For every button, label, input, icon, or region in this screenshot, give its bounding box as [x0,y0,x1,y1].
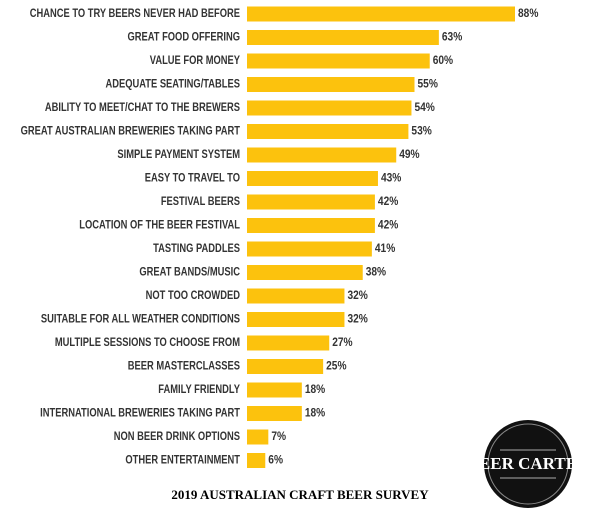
category-label: ADEQUATE SEATING/TABLES [105,78,240,91]
logo-circle [484,420,572,508]
logo-badge: BEER CARTEL [468,420,589,508]
value-label: 7% [271,430,286,443]
category-label: GREAT FOOD OFFERING [127,31,240,44]
bar [247,382,302,398]
value-label: 42% [378,219,398,232]
category-label: SIMPLE PAYMENT SYSTEM [117,148,240,161]
bar [247,77,415,92]
category-label: SUITABLE FOR ALL WEATHER CONDITIONS [41,313,240,326]
bar [247,171,378,186]
logo-ring [487,423,569,505]
logo-text: BEER CARTEL [468,454,589,473]
category-label: FESTIVAL BEERS [161,195,240,208]
bar [247,147,397,163]
value-label: 25% [326,360,346,373]
category-label: ABILITY TO MEET/CHAT TO THE BREWERS [45,101,240,114]
bar [247,265,363,280]
category-label: VALUE FOR MONEY [150,54,240,67]
value-label: 42% [378,195,398,208]
bar [247,6,515,22]
category-label: BEER MASTERCLASSES [128,360,240,373]
value-label: 43% [381,172,401,185]
category-label: NOT TOO CROWDED [146,289,241,302]
value-label: 32% [347,313,367,326]
value-label: 63% [442,31,462,44]
value-label: 49% [399,148,419,161]
bar [247,124,409,139]
bar [247,335,330,351]
bar [247,100,412,116]
value-label: 27% [332,336,352,349]
value-label: 53% [411,125,431,138]
value-label: 55% [418,78,438,91]
bar [247,359,324,374]
value-label: 18% [305,407,325,420]
category-label: CHANCE TO TRY BEERS NEVER HAD BEFORE [30,7,240,20]
chart-title: 2019 AUSTRALIAN CRAFT BEER SURVEY [171,487,429,502]
category-label: LOCATION OF THE BEER FESTIVAL [79,219,240,232]
bar [247,53,430,69]
category-label: MULTIPLE SESSIONS TO CHOOSE FROM [55,336,240,349]
bar [247,406,302,421]
value-label: 32% [347,289,367,302]
value-label: 41% [375,242,395,255]
bar [247,429,269,445]
category-label: FAMILY FRIENDLY [158,383,240,396]
category-label: OTHER ENTERTAINMENT [125,454,240,467]
category-label: EASY TO TRAVEL TO [145,172,240,185]
category-label: TASTING PADDLES [153,242,240,255]
bar [247,30,439,45]
value-label: 60% [433,54,453,67]
bar [247,312,345,327]
category-label: GREAT BANDS/MUSIC [139,266,240,279]
value-label: 54% [414,101,434,114]
bar [247,218,375,233]
bar [247,241,372,257]
value-label: 88% [518,7,538,20]
category-label: NON BEER DRINK OPTIONS [114,430,240,443]
bar [247,288,345,304]
category-label: INTERNATIONAL BREWERIES TAKING PART [40,407,240,420]
category-label: GREAT AUSTRALIAN BREWERIES TAKING PART [21,125,241,138]
bar [247,194,375,210]
value-label: 6% [268,454,283,467]
bar [247,453,266,468]
value-label: 38% [366,266,386,279]
value-label: 18% [305,383,325,396]
